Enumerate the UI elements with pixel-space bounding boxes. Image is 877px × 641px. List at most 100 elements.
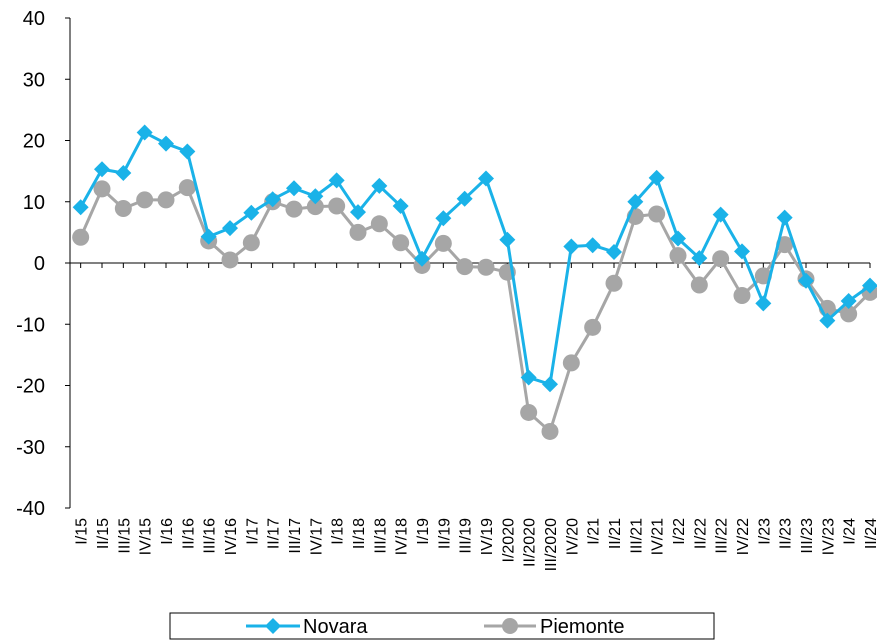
data-point-piemonte — [242, 234, 260, 252]
x-tick-label: II/15 — [95, 518, 112, 549]
data-point-novara — [499, 231, 516, 248]
y-tick-label: -30 — [16, 437, 45, 459]
x-tick-label: III/2020 — [543, 518, 560, 571]
x-tick-labels: I/15 II/15 III/15 IV/15 I/16 II/16 III/16 IV/16… — [74, 518, 877, 571]
data-point-novara — [648, 169, 665, 186]
data-point-piemonte — [562, 354, 580, 372]
series — [72, 124, 877, 440]
x-tick-label: I/19 — [415, 518, 432, 545]
data-point-piemonte — [370, 215, 388, 233]
x-tick-label: III/18 — [372, 518, 389, 554]
series-novara — [72, 124, 877, 393]
data-point-novara — [435, 210, 452, 227]
data-point-novara — [520, 369, 537, 386]
x-tick-label: III/21 — [628, 518, 645, 554]
data-point-novara — [478, 170, 494, 187]
x-tick-label: II/23 — [778, 518, 795, 549]
data-point-novara — [264, 191, 281, 208]
y-tick-label: 20 — [23, 131, 45, 153]
y-tick-label: -40 — [16, 498, 45, 520]
x-tick-label: II/24 — [863, 518, 877, 549]
data-point-novara — [734, 243, 750, 260]
x-tick-label: II/18 — [351, 518, 368, 549]
data-point-piemonte — [72, 228, 90, 246]
data-point-novara — [819, 312, 836, 329]
data-point-piemonte — [93, 180, 111, 198]
x-tick-label: I/16 — [159, 518, 176, 545]
data-point-piemonte — [285, 200, 303, 218]
x-tick-label: IV/19 — [479, 518, 496, 555]
data-point-piemonte — [520, 403, 538, 421]
data-point-novara — [776, 209, 793, 226]
data-point-piemonte — [584, 318, 602, 336]
data-point-piemonte — [712, 250, 730, 268]
x-tick-label: IV/23 — [820, 518, 837, 555]
legend-item-novara: Novara — [246, 616, 368, 638]
data-point-novara — [392, 198, 409, 215]
data-point-piemonte — [349, 223, 367, 241]
y-tick-label: 30 — [23, 69, 45, 91]
data-point-piemonte — [648, 205, 666, 223]
data-point-novara — [606, 243, 622, 260]
data-point-novara — [542, 376, 558, 393]
data-point-novara — [627, 193, 644, 210]
series-line-piemonte — [79, 186, 872, 433]
x-tick-label: IV/18 — [394, 518, 411, 555]
x-tick-label: I/23 — [756, 518, 773, 545]
x-tick-label: IV/20 — [564, 518, 581, 555]
x-tick-label: I/22 — [671, 518, 688, 545]
data-point-piemonte — [456, 258, 474, 276]
x-tick-label: III/17 — [287, 518, 304, 554]
x-tick-label: II/22 — [692, 518, 709, 549]
x-tick-label: I/18 — [330, 518, 347, 545]
y-tick-label: -10 — [16, 314, 45, 336]
x-tick-label: II/2020 — [522, 518, 539, 567]
data-point-novara — [414, 250, 430, 267]
y-tick-label: 0 — [34, 253, 45, 275]
data-point-piemonte — [306, 198, 324, 216]
data-point-novara — [222, 220, 238, 237]
x-tick-label: IV/16 — [223, 518, 240, 555]
data-point-piemonte — [754, 267, 772, 285]
data-point-piemonte — [434, 234, 452, 252]
data-point-novara — [307, 188, 324, 205]
series-piemonte — [72, 179, 877, 440]
data-point-novara — [584, 237, 601, 254]
data-point-piemonte — [605, 274, 623, 292]
y-ticks: -40 -30 -20 -10 0 10 20 30 40 — [16, 8, 70, 520]
legend-piemonte-label: Piemonte — [540, 616, 625, 638]
x-tick-label: II/21 — [607, 518, 624, 549]
legend-item-piemonte: Piemonte — [484, 616, 625, 638]
x-tick-label: II/16 — [180, 518, 197, 549]
data-point-novara — [243, 204, 260, 221]
data-point-piemonte — [690, 276, 708, 294]
data-point-novara — [691, 250, 708, 267]
data-point-piemonte — [392, 234, 410, 252]
x-tick-label: I/24 — [842, 518, 859, 545]
data-point-novara — [862, 277, 877, 294]
data-point-novara — [456, 190, 473, 207]
x-tick-label: IV/17 — [308, 518, 325, 555]
data-point-novara — [179, 143, 196, 160]
data-point-novara — [286, 180, 302, 197]
data-point-piemonte — [136, 191, 154, 209]
data-point-piemonte — [477, 258, 495, 276]
series-line-novara — [79, 131, 871, 386]
data-point-novara — [158, 135, 174, 152]
legend-novara-label: Novara — [303, 616, 368, 638]
y-tick-label: 40 — [23, 8, 45, 30]
legend-piemonte-marker — [502, 618, 518, 634]
x-tick-label: IV/15 — [138, 518, 155, 555]
data-point-piemonte — [733, 286, 751, 304]
y-tick-label: 10 — [23, 192, 45, 214]
data-point-novara — [798, 272, 814, 289]
x-tick-label: I/15 — [74, 518, 91, 545]
x-tick-label: I/2020 — [500, 518, 517, 563]
data-point-piemonte — [178, 179, 196, 197]
data-point-piemonte — [114, 199, 132, 217]
data-point-novara — [200, 228, 217, 245]
data-point-piemonte — [669, 247, 687, 265]
data-point-piemonte — [221, 251, 239, 269]
y-axis: -40 -30 -20 -10 0 10 20 30 40 — [16, 8, 71, 520]
x-axis: I/15 II/15 III/15 IV/15 I/16 II/16 III/16 IV/16… — [70, 262, 877, 571]
